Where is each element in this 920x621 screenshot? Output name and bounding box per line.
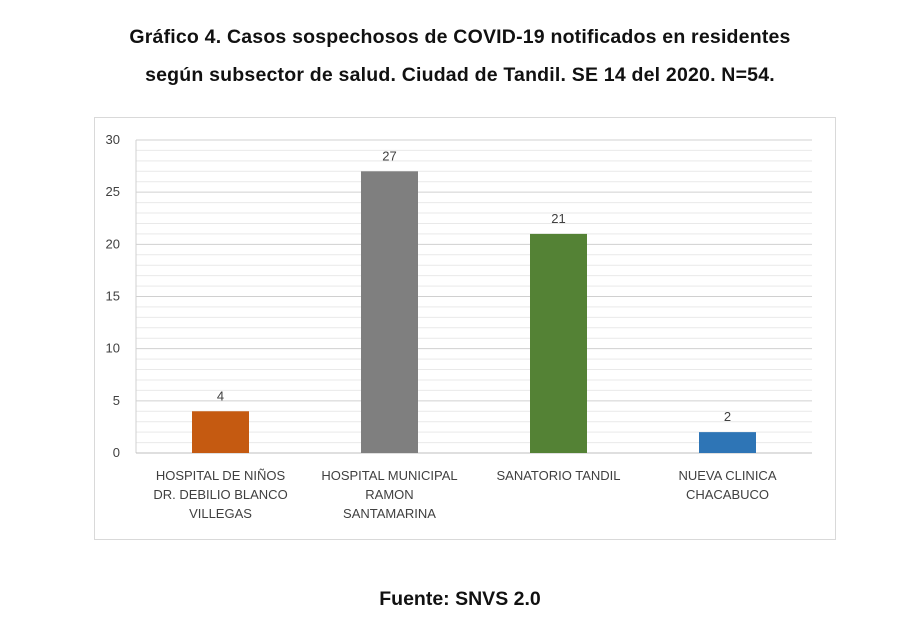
x-tick-label: CHACABUCO [686, 487, 769, 502]
source-note: Fuente: SNVS 2.0 [379, 588, 541, 610]
x-tick-label: VILLEGAS [189, 506, 252, 521]
bar [699, 432, 756, 453]
x-tick-label: HOSPITAL MUNICIPAL [321, 468, 457, 483]
bar [530, 233, 587, 453]
x-tick-label: DR. DEBILIO BLANCO [153, 487, 287, 502]
x-tick-label: SANTAMARINA [343, 506, 436, 521]
data-label: 2 [724, 409, 731, 424]
bar [192, 411, 249, 453]
y-tick-label: 25 [106, 184, 120, 199]
y-tick-label: 10 [106, 341, 120, 356]
data-label: 4 [217, 388, 224, 403]
y-tick-label: 30 [106, 132, 120, 147]
x-tick-label: SANATORIO TANDIL [496, 468, 620, 483]
x-tick-label: RAMON [365, 487, 413, 502]
x-tick-label: HOSPITAL DE NIÑOS [156, 468, 286, 483]
y-tick-label: 0 [113, 445, 120, 460]
y-tick-label: 20 [106, 236, 120, 251]
title-line-2: según subsector de salud. Ciudad de Tand… [145, 64, 775, 86]
data-label: 21 [551, 211, 565, 226]
chart-title: Gráfico 4. Casos sospechosos de COVID-19… [0, 18, 920, 94]
chart-area [94, 117, 836, 540]
title-line-1: Gráfico 4. Casos sospechosos de COVID-19… [129, 26, 791, 48]
bar [361, 171, 418, 454]
data-label: 27 [382, 148, 396, 163]
x-tick-label: NUEVA CLINICA [678, 468, 776, 483]
y-tick-label: 5 [113, 393, 120, 408]
y-tick-label: 15 [106, 289, 120, 304]
bar-chart: 0 5 10 15 20 25 30 4 HOSPITAL DE NIÑOS DR. DEBILI… [106, 132, 812, 521]
